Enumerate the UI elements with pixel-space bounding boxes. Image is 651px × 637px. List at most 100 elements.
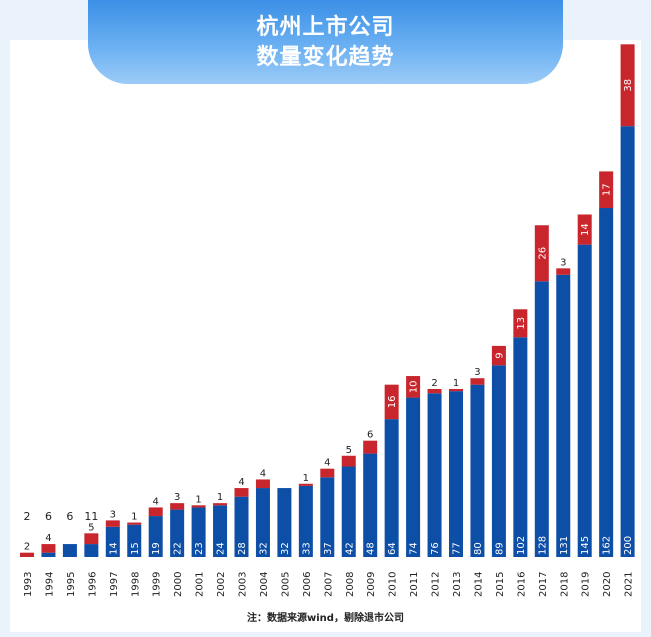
bar-added (320, 468, 335, 478)
bar-base (234, 496, 249, 557)
bar-added (255, 479, 270, 489)
x-tick-label: 2006 (302, 572, 313, 597)
x-tick-label: 2012 (431, 572, 442, 597)
bar-base (298, 485, 313, 557)
added-value-label: 3 (174, 492, 180, 503)
added-value-label: 38 (623, 79, 634, 92)
x-tick-label: 2018 (559, 572, 570, 597)
bar-base (148, 516, 163, 557)
bar-added (513, 309, 528, 338)
bar-base (84, 544, 99, 557)
base-value-label: 64 (387, 542, 398, 555)
x-tick-label: 2003 (238, 572, 249, 597)
bar-added (491, 345, 506, 366)
x-tick-label: 2007 (323, 572, 334, 597)
bar-base (491, 365, 506, 557)
title-line-1: 杭州上市公司 (256, 15, 395, 40)
x-tick-label: 2002 (216, 572, 227, 597)
base-value-label: 28 (237, 542, 248, 555)
added-value-label: 1 (303, 473, 309, 484)
base-value-label: 33 (301, 542, 312, 555)
x-tick-label: 2016 (516, 572, 527, 597)
x-tick-label: 2015 (495, 572, 506, 597)
bar-added (556, 268, 571, 275)
bar-base (449, 391, 463, 557)
base-value-label: 48 (366, 542, 377, 555)
added-value-label: 1 (217, 492, 223, 503)
base-value-label: 32 (258, 542, 269, 555)
title-banner: 杭州上市公司 数量变化趋势 (88, 0, 563, 84)
base-value-label: 22 (173, 542, 184, 555)
added-value-label: 1 (131, 512, 137, 523)
x-tick-label: 2020 (602, 572, 613, 597)
bar-base (170, 509, 185, 557)
total-value-label: 2 (24, 510, 31, 523)
bar-added (20, 552, 34, 557)
bar-base (556, 274, 571, 557)
x-tick-label: 2005 (280, 572, 291, 597)
added-value-label: 16 (387, 396, 398, 409)
bar-base (191, 507, 206, 557)
base-value-label: 42 (344, 542, 355, 555)
bar-added (341, 455, 356, 467)
bar-base (599, 208, 614, 557)
bar-added (363, 440, 378, 454)
source-note: 注：数据来源wind，剔除退市公司 (247, 613, 404, 624)
base-value-label: 80 (473, 542, 484, 555)
bar-base (105, 526, 120, 557)
added-value-label: 1 (453, 378, 459, 389)
x-tick-label: 2014 (473, 572, 484, 597)
base-value-label: 128 (537, 536, 548, 555)
bar-base (127, 524, 142, 557)
bar-added (298, 483, 313, 486)
bar-base (363, 453, 378, 557)
x-tick-label: 2001 (195, 572, 206, 597)
bar-added (148, 507, 163, 517)
base-value-label: 162 (602, 536, 613, 555)
added-value-label: 3 (110, 509, 116, 520)
x-tick-label: 2000 (173, 572, 184, 597)
bar-added (534, 225, 549, 282)
bar-added (599, 171, 614, 209)
bar-base (62, 544, 77, 557)
added-value-label: 6 (367, 430, 373, 441)
bar-base (41, 552, 56, 557)
base-value-label: 77 (452, 542, 463, 555)
bar-base (577, 244, 592, 558)
bar-added (213, 503, 228, 506)
x-tick-label: 2019 (581, 572, 592, 597)
bar-base (427, 393, 442, 557)
bar-base (620, 126, 635, 558)
bar-added (105, 520, 120, 527)
x-tick-label: 1995 (66, 572, 77, 597)
added-value-label: 2 (431, 378, 437, 389)
bar-base (277, 488, 292, 557)
base-value-label: 19 (151, 542, 162, 555)
base-value-label: 14 (108, 542, 119, 555)
base-value-label: 23 (194, 542, 205, 555)
base-value-label: 37 (323, 542, 334, 555)
x-tick-label: 2021 (624, 572, 635, 597)
x-tick-label: 2009 (366, 572, 377, 597)
base-value-label: 89 (494, 542, 505, 555)
x-tick-label: 2011 (409, 572, 420, 597)
bar-added (449, 388, 463, 392)
added-value-label: 3 (560, 257, 566, 268)
added-value-label: 17 (602, 183, 613, 196)
bar-added (577, 214, 592, 245)
added-value-label: 26 (537, 247, 548, 260)
bar-base (406, 397, 421, 557)
bar-added (470, 378, 485, 385)
bar-added (234, 488, 249, 497)
added-value-label: 14 (580, 223, 591, 236)
bar-added (406, 376, 421, 398)
added-value-label: 1 (195, 494, 201, 505)
bar-base (513, 337, 528, 557)
added-value-label: 4 (238, 477, 244, 488)
added-value-label: 4 (45, 533, 51, 544)
base-value-label: 15 (130, 542, 141, 555)
base-value-label: 74 (409, 542, 420, 555)
x-tick-label: 2013 (452, 572, 463, 597)
added-value-label: 3 (474, 367, 480, 378)
x-tick-label: 2010 (388, 572, 399, 597)
